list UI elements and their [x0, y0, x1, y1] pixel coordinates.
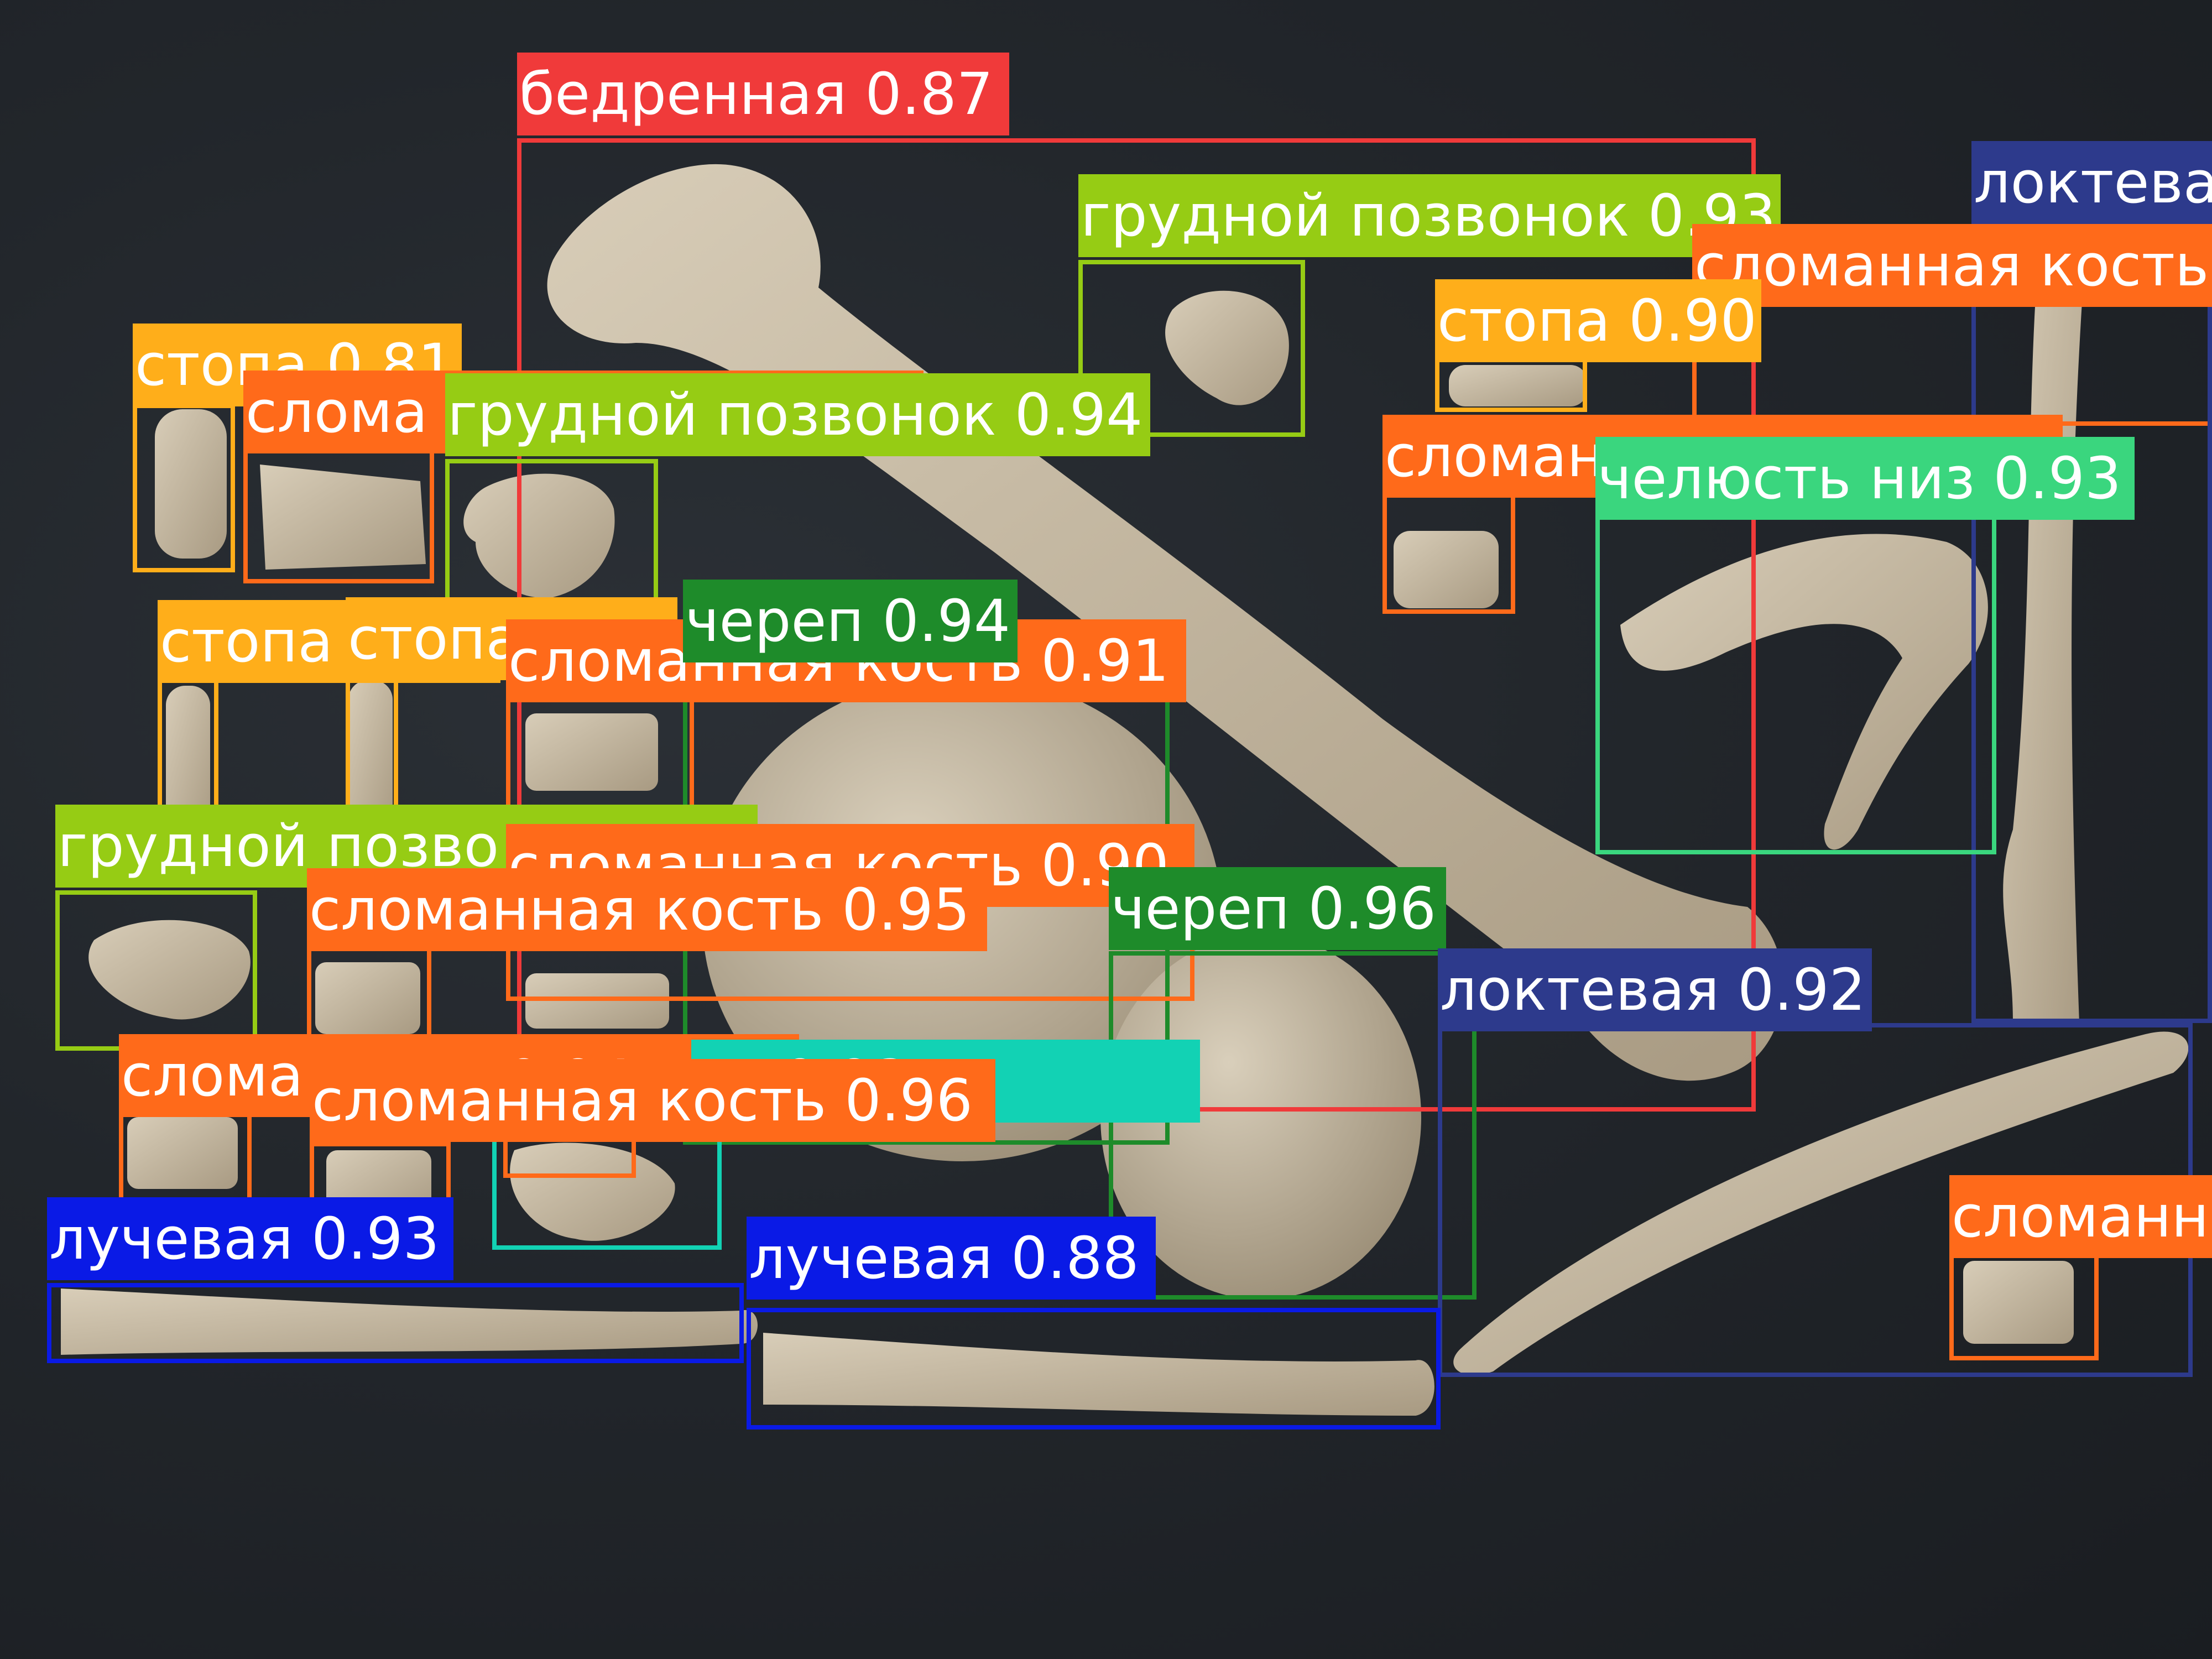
detection-label-5: стопа 0.90	[1435, 279, 1761, 362]
fragment-shape-5	[127, 1117, 238, 1189]
detection-box-26	[747, 1308, 1441, 1430]
detection-label-24: сломанн	[1949, 1175, 2212, 1258]
fragment-shape-8	[1963, 1261, 2074, 1344]
detection-box-6	[133, 404, 235, 572]
detection-box-12	[346, 675, 398, 813]
detection-label-14: череп 0.94	[683, 580, 1018, 662]
vertebra-shape-3	[88, 920, 251, 1020]
ulna-shape-bottom	[1453, 1031, 2189, 1375]
detection-label-8: грудной позвонок 0.94	[445, 373, 1150, 456]
detection-label-18: череп 0.96	[1109, 867, 1446, 950]
fragment-shape-3	[525, 973, 669, 1029]
foot-bone-shape-3	[348, 680, 393, 835]
detection-label-4: локтева	[1971, 141, 2212, 224]
detection-label-17: сломанная кость 0.95	[307, 868, 987, 951]
radius-shape-middle	[763, 1333, 1434, 1416]
fragment-shape-7	[1394, 531, 1499, 608]
detection-box-25	[47, 1283, 744, 1363]
detection-box-15	[55, 890, 257, 1051]
detection-box-18	[1109, 951, 1477, 1300]
fragment-shape-4	[315, 962, 420, 1034]
detection-box-20	[119, 1103, 252, 1208]
detection-label-25: лучевая 0.93	[47, 1197, 453, 1280]
detection-label-10: челюсть низ 0.93	[1595, 437, 2135, 520]
detection-label-26: лучевая 0.88	[747, 1217, 1156, 1300]
fragment-shape-1	[260, 465, 426, 570]
detection-label-23: сломанная кость 0.96	[310, 1059, 995, 1142]
skull-shape-lower	[1100, 935, 1421, 1300]
detection-label-3: сломанная кость	[1692, 224, 2212, 307]
detection-label-1: бедренная 0.87	[517, 53, 1009, 135]
fragment-shape-2	[525, 713, 658, 791]
vertebra-shape-1	[463, 473, 615, 598]
foot-bone-shape-2	[166, 686, 210, 841]
vertebra-shape-2	[1165, 290, 1289, 405]
mandible-shape	[1620, 534, 1988, 850]
foot-bone-shape-4	[1449, 365, 1587, 406]
detection-box-10	[1595, 514, 1996, 854]
detection-label-19: локтевая 0.92	[1438, 948, 1872, 1031]
detection-label-2: грудной позвонок 0.93	[1078, 174, 1781, 257]
radius-shape-left	[61, 1288, 758, 1355]
detection-box-2	[1078, 260, 1305, 437]
foot-bone-shape-1	[155, 409, 227, 559]
